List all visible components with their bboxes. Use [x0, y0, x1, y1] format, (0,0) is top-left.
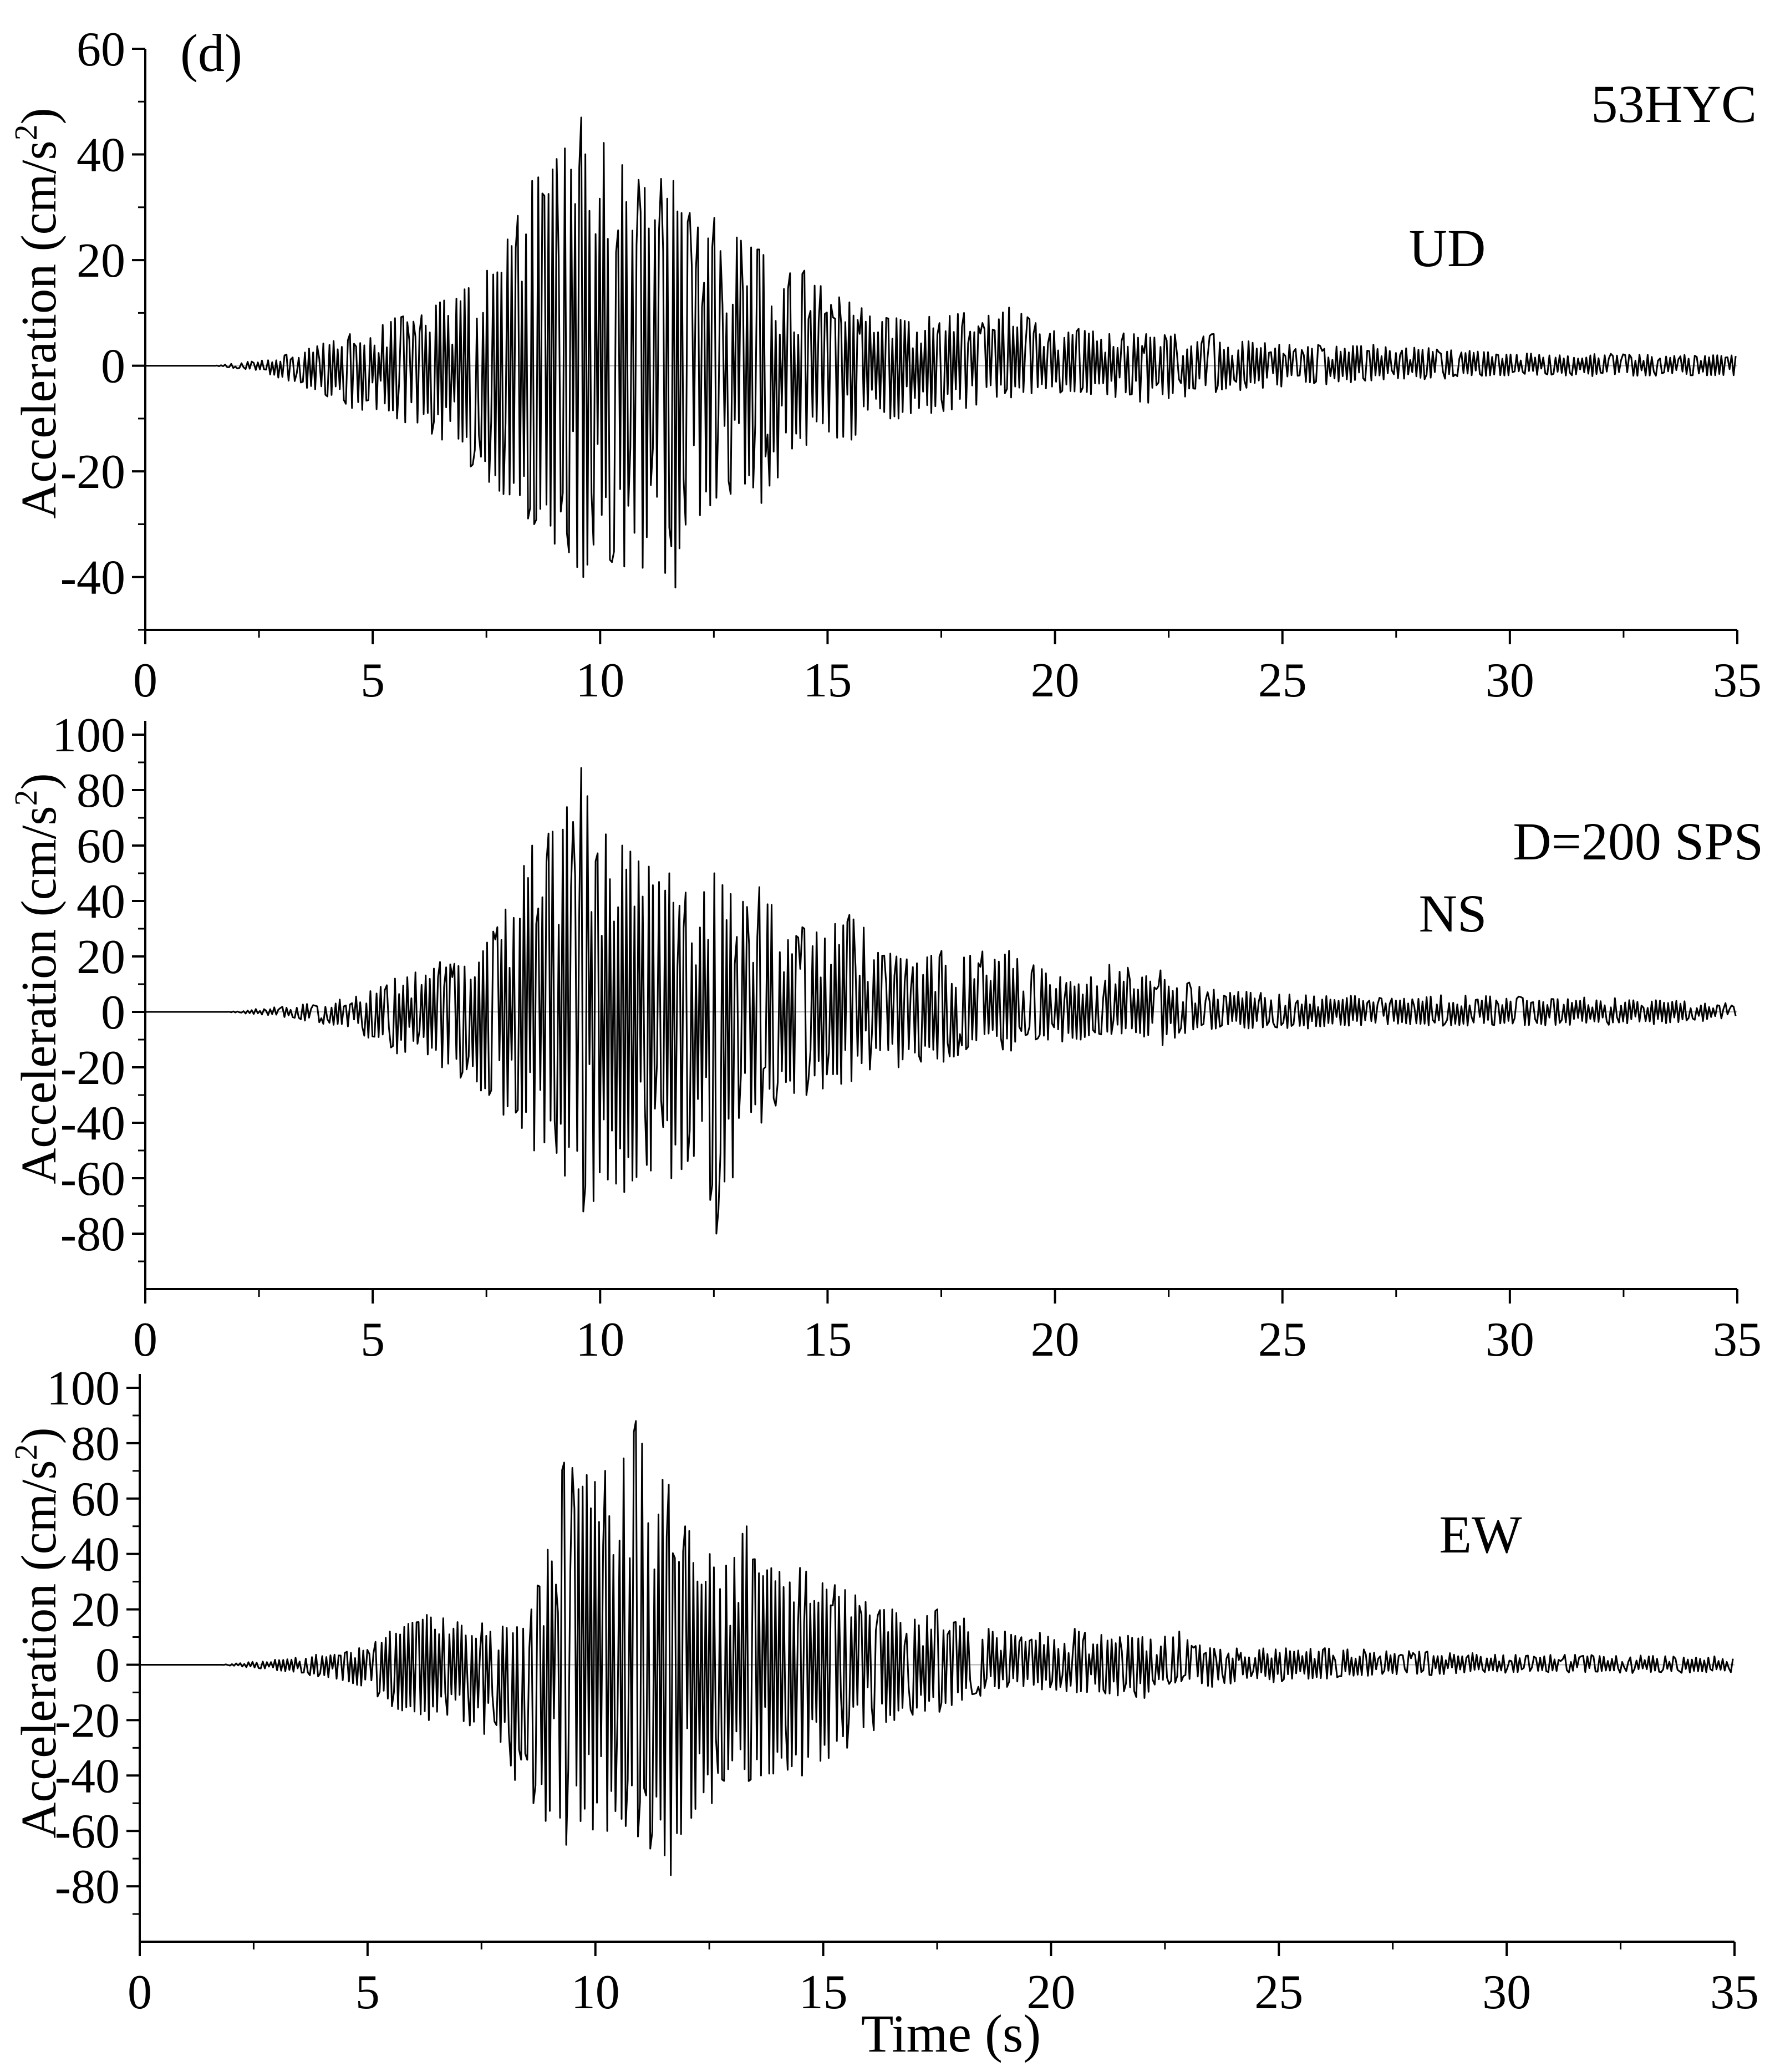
- station-label: 53HYC: [1591, 74, 1757, 134]
- y-tick-label: 60: [77, 23, 125, 77]
- x-tick-label: 0: [133, 654, 157, 707]
- component-label-ud: UD: [1409, 218, 1486, 278]
- tick-marks: [132, 734, 1738, 1304]
- waveform-line: [145, 767, 1737, 1235]
- panel-ud: (d) 53HYC UD Acceleration (cm/s2) 0 5 10 15…: [8, 23, 1762, 707]
- panel-label: (d): [180, 23, 242, 83]
- y-tick-label: 80: [77, 764, 125, 818]
- x-tick-label: 30: [1486, 1313, 1534, 1367]
- trace-ud: [145, 116, 1737, 589]
- x-tick-label: 15: [803, 1313, 852, 1367]
- y-tick-label: -40: [60, 551, 125, 605]
- y-tick-label: -40: [55, 1749, 120, 1803]
- y-axis-label-superscript: 2: [8, 1444, 44, 1460]
- x-tick-label: 35: [1710, 1966, 1759, 2019]
- y-tick-label: 80: [71, 1417, 120, 1471]
- x-tick-label: 0: [128, 1966, 152, 2019]
- x-tick-label: 10: [576, 654, 624, 707]
- y-tick-label: -20: [60, 1041, 125, 1095]
- tick-labels: 0 5 10 15 20 25 30 35 -40 -20 0 20 40 60: [60, 23, 1762, 707]
- y-tick-label: 0: [101, 340, 125, 394]
- panel-ns: D=200 SPS NS Acceleration (cm/s2) 0 5 10 15…: [8, 709, 1763, 1367]
- x-tick-label: 20: [1026, 1966, 1075, 2019]
- y-tick-label: 0: [95, 1638, 120, 1692]
- x-tick-label: 10: [576, 1313, 624, 1367]
- tick-marks: [126, 1386, 1736, 1956]
- x-tick-label: 25: [1258, 654, 1307, 707]
- x-tick-label: 5: [355, 1966, 380, 2019]
- x-tick-label: 30: [1482, 1966, 1531, 2019]
- y-tick-label: -20: [60, 445, 125, 499]
- y-tick-label: 100: [52, 709, 125, 762]
- y-axis-label-superscript: 2: [8, 790, 44, 806]
- y-tick-label: 60: [71, 1473, 120, 1526]
- x-tick-label: 5: [360, 1313, 385, 1367]
- trace-ns: [145, 767, 1737, 1235]
- y-tick-label: -60: [55, 1805, 120, 1859]
- trace-ew: [140, 1420, 1734, 1876]
- x-tick-label: 0: [133, 1313, 157, 1367]
- y-axis-label: Acceleration (cm/s2): [8, 1427, 67, 1838]
- x-tick-label: 30: [1486, 654, 1534, 707]
- tick-marks: [132, 48, 1738, 644]
- x-axis-label: Time (s): [861, 2004, 1041, 2063]
- y-tick-label: 20: [77, 234, 125, 288]
- component-label-ns: NS: [1419, 884, 1487, 943]
- y-tick-label: -20: [55, 1694, 120, 1748]
- y-tick-label: 40: [77, 129, 125, 182]
- panel-ew: EW Acceleration (cm/s2) 0 5 10 15 20 25 30 35-8…: [8, 1362, 1759, 2019]
- x-tick-label: 25: [1258, 1313, 1307, 1367]
- y-tick-label: -80: [55, 1860, 120, 1914]
- y-axis-label-close: ): [12, 108, 67, 124]
- y-axis-label-text: Acceleration (cm/s: [12, 140, 67, 518]
- y-tick-label: 60: [77, 819, 125, 873]
- x-tick-label: 5: [360, 654, 385, 707]
- y-tick-label: -40: [60, 1097, 125, 1150]
- y-tick-label: 20: [77, 930, 125, 984]
- x-tick-label: 20: [1031, 1313, 1080, 1367]
- y-tick-label: 40: [71, 1528, 120, 1582]
- x-tick-label: 25: [1254, 1966, 1303, 2019]
- x-tick-label: 20: [1031, 654, 1080, 707]
- y-axis-label-text: Acceleration (cm/s: [12, 806, 67, 1184]
- y-axis-label-close: ): [12, 1427, 67, 1444]
- component-label-ew: EW: [1439, 1505, 1522, 1564]
- axes: [144, 49, 1737, 631]
- y-tick-label: 100: [47, 1362, 120, 1416]
- waveform-line: [145, 116, 1737, 589]
- x-tick-label: 10: [571, 1966, 620, 2019]
- y-axis-label: Acceleration (cm/s2): [8, 773, 67, 1184]
- y-axis-label: Acceleration (cm/s2): [8, 108, 67, 518]
- x-tick-label: 15: [803, 654, 852, 707]
- waveform-line: [140, 1420, 1734, 1876]
- y-tick-label: 40: [77, 875, 125, 929]
- x-tick-label: 35: [1713, 654, 1762, 707]
- y-tick-label: -80: [60, 1208, 125, 1261]
- y-axis-label-superscript: 2: [8, 124, 44, 140]
- y-tick-label: -60: [60, 1152, 125, 1206]
- y-axis-label-text: Acceleration (cm/s: [12, 1460, 67, 1838]
- y-tick-label: 20: [71, 1584, 120, 1637]
- sampling-label: D=200 SPS: [1513, 812, 1763, 871]
- y-axis-label-close: ): [12, 773, 67, 790]
- x-tick-label: 15: [799, 1966, 848, 2019]
- y-tick-label: 0: [101, 986, 125, 1040]
- x-tick-label: 35: [1713, 1313, 1762, 1367]
